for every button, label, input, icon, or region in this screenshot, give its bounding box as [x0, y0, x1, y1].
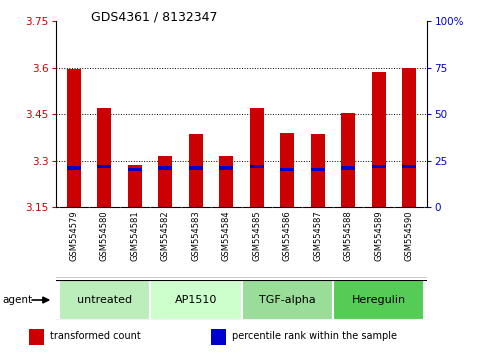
- Text: GSM554588: GSM554588: [344, 211, 353, 261]
- Text: GSM554580: GSM554580: [100, 211, 109, 261]
- Bar: [280, 168, 294, 171]
- Bar: [189, 134, 203, 207]
- Text: AP1510: AP1510: [174, 295, 217, 305]
- Bar: [189, 166, 203, 170]
- Text: GSM554590: GSM554590: [405, 211, 413, 261]
- Bar: [311, 168, 325, 171]
- Bar: [128, 165, 142, 207]
- Text: GSM554584: GSM554584: [222, 211, 231, 261]
- Bar: [128, 168, 142, 171]
- Bar: [242, 280, 333, 320]
- Bar: [67, 69, 81, 207]
- Bar: [67, 166, 81, 170]
- Bar: [150, 280, 242, 320]
- Text: GSM554579: GSM554579: [70, 211, 78, 261]
- Text: GSM554583: GSM554583: [191, 211, 200, 261]
- Text: GSM554585: GSM554585: [252, 211, 261, 261]
- Text: TGF-alpha: TGF-alpha: [259, 295, 315, 305]
- Bar: [28, 329, 44, 345]
- Bar: [311, 134, 325, 207]
- Text: agent: agent: [2, 295, 32, 305]
- Text: GSM554589: GSM554589: [374, 211, 383, 261]
- Text: GSM554587: GSM554587: [313, 211, 322, 261]
- Bar: [372, 72, 385, 207]
- Bar: [158, 156, 172, 207]
- Bar: [402, 68, 416, 207]
- Bar: [219, 166, 233, 170]
- Bar: [211, 329, 227, 345]
- Bar: [219, 156, 233, 207]
- Bar: [402, 165, 416, 169]
- Bar: [372, 165, 385, 169]
- Text: GSM554582: GSM554582: [161, 211, 170, 261]
- Bar: [250, 165, 264, 169]
- Bar: [333, 280, 425, 320]
- Bar: [280, 133, 294, 207]
- Bar: [98, 165, 111, 169]
- Bar: [250, 108, 264, 207]
- Text: percentile rank within the sample: percentile rank within the sample: [232, 331, 397, 341]
- Bar: [341, 166, 355, 170]
- Bar: [98, 108, 111, 207]
- Text: untreated: untreated: [77, 295, 132, 305]
- Bar: [58, 280, 150, 320]
- Bar: [341, 113, 355, 207]
- Text: Heregulin: Heregulin: [352, 295, 406, 305]
- Text: GSM554586: GSM554586: [283, 211, 292, 261]
- Bar: [158, 166, 172, 170]
- Text: GSM554581: GSM554581: [130, 211, 139, 261]
- Text: transformed count: transformed count: [50, 331, 141, 341]
- Text: GDS4361 / 8132347: GDS4361 / 8132347: [91, 11, 218, 24]
